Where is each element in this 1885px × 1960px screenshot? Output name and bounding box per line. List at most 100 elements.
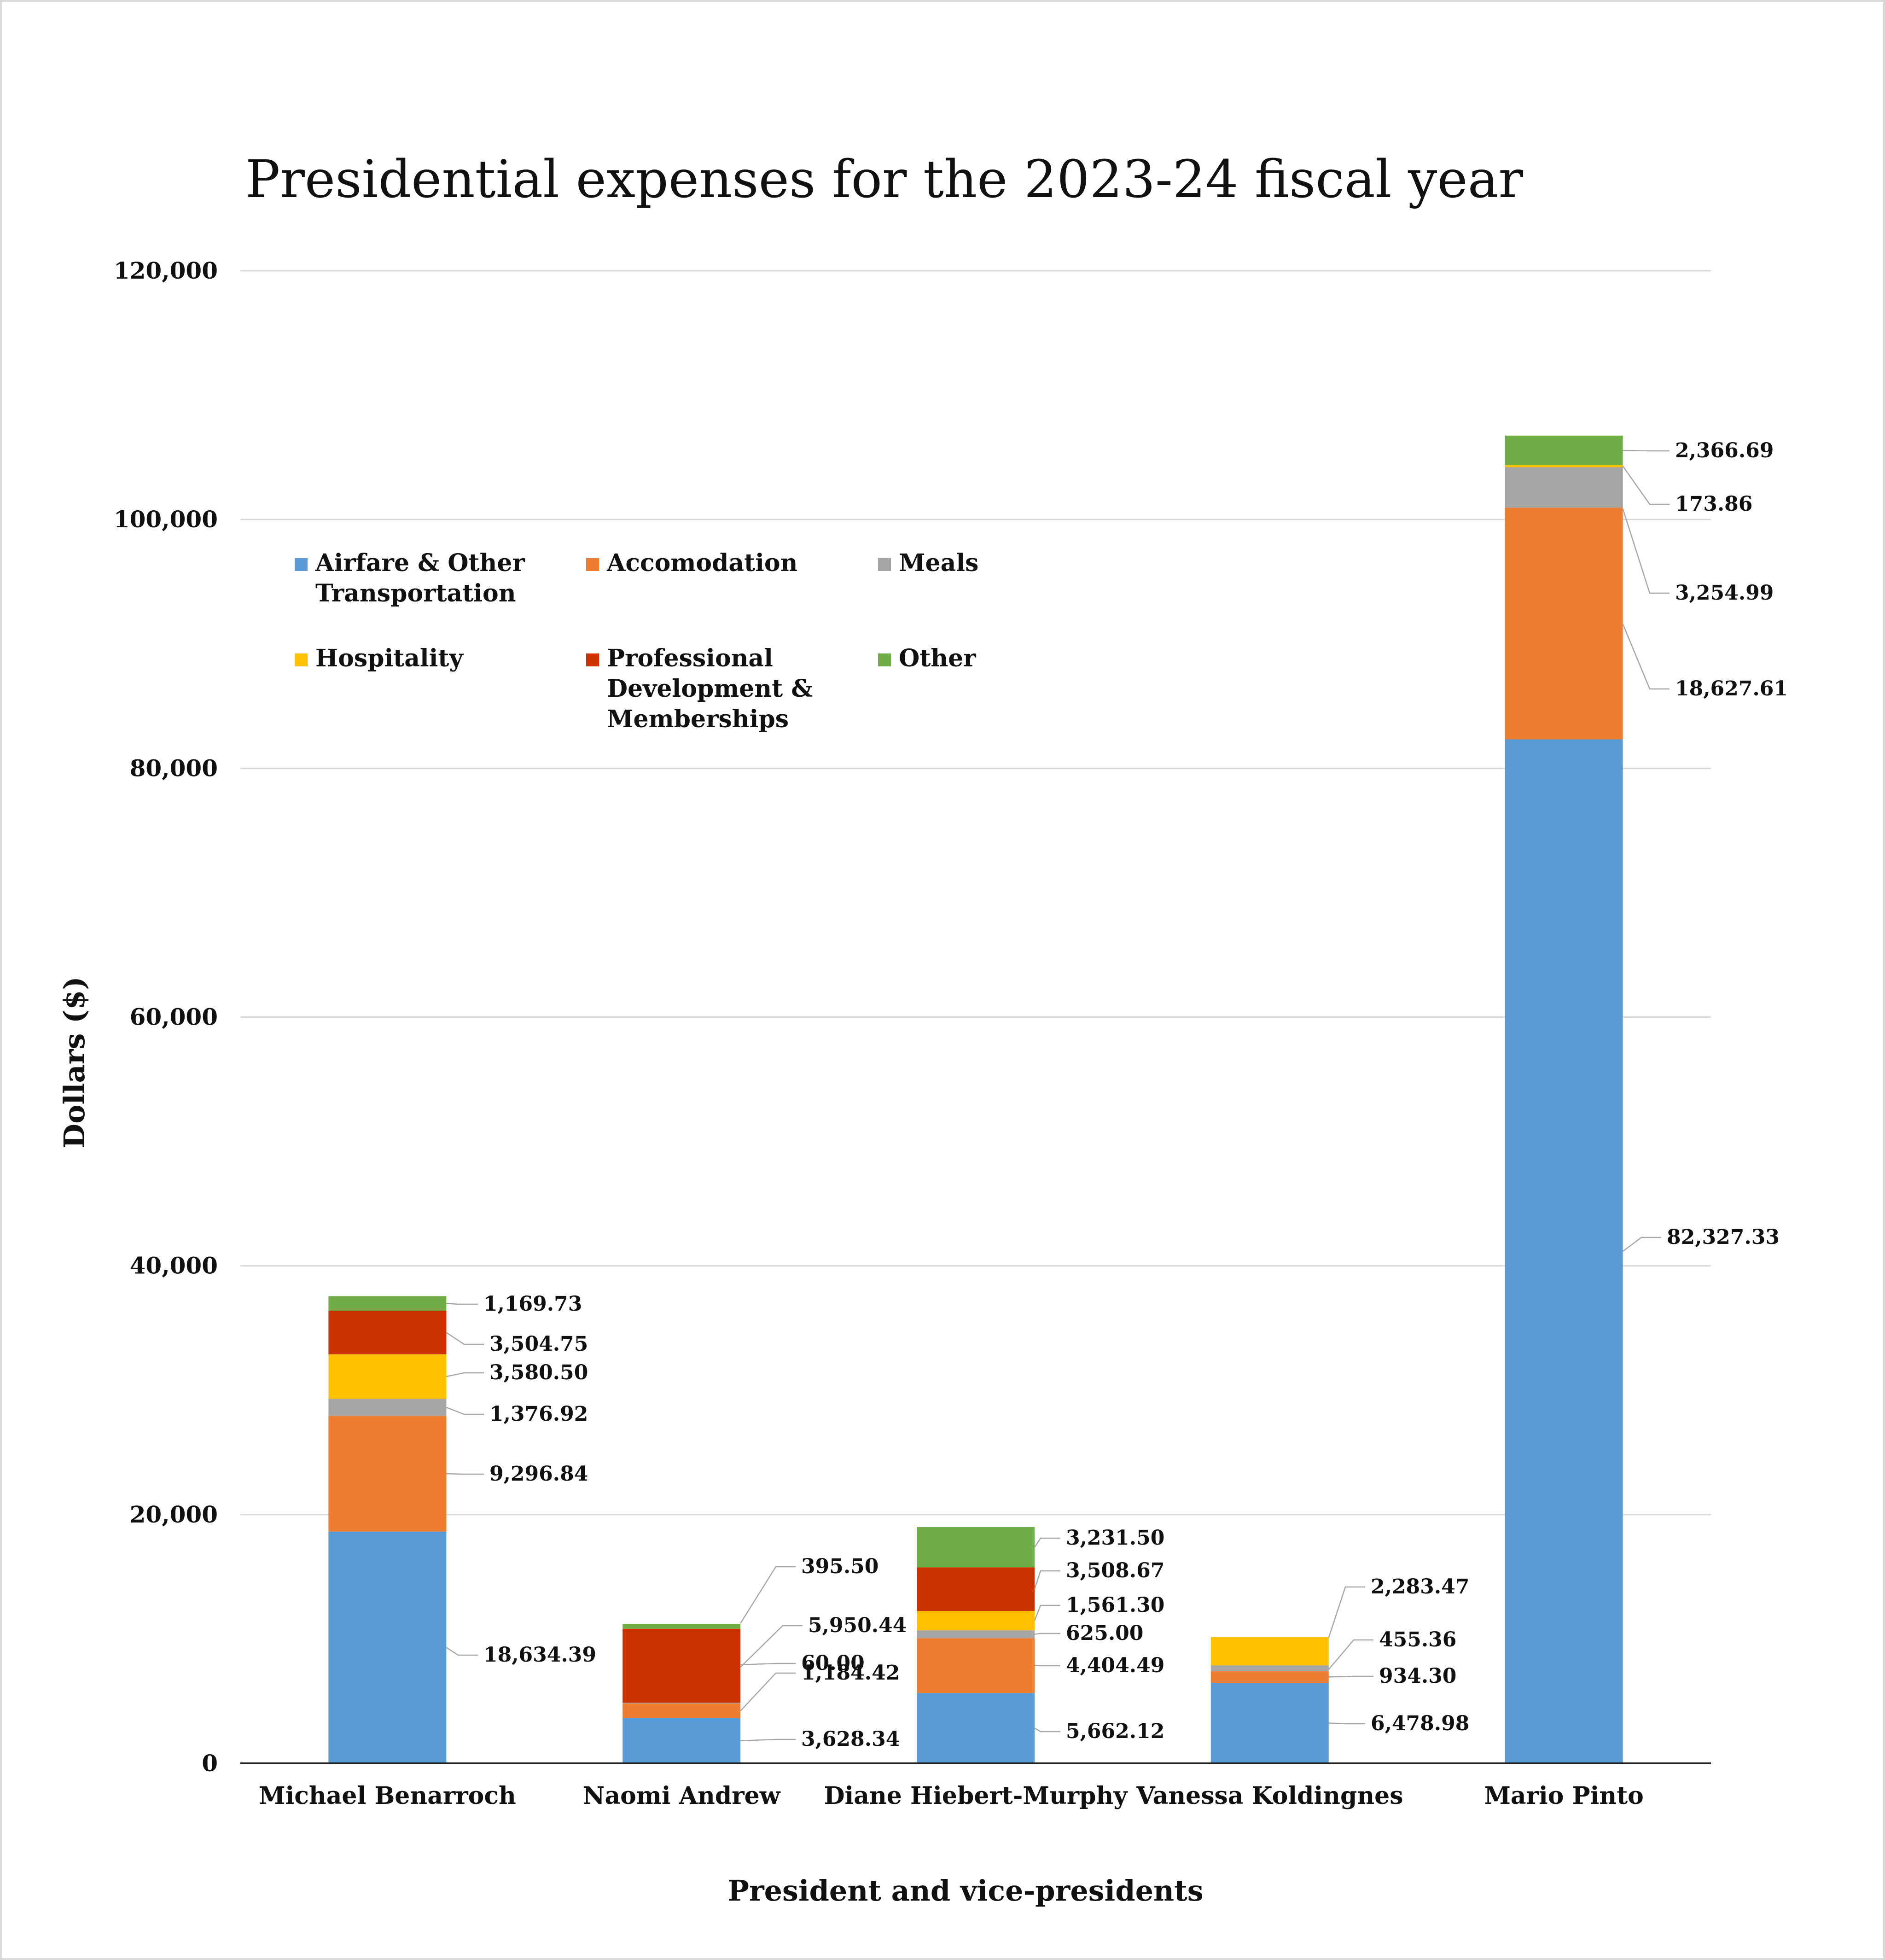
leader-line	[1623, 449, 1670, 452]
legend-label-accomodation: Accomodation	[606, 549, 797, 577]
bar-hospitality-diane-hiebert-murphy	[917, 1611, 1035, 1631]
bar-other-diane-hiebert-murphy	[917, 1527, 1035, 1568]
data-label: 3,504.75	[489, 1332, 588, 1356]
gridlines	[240, 270, 1711, 1516]
leader-line	[446, 1303, 478, 1305]
y-tick-label: 20,000	[130, 1501, 218, 1528]
leader-line	[1034, 1537, 1060, 1548]
legend-label-line: Other	[899, 644, 976, 672]
legend-label-line: Development &	[607, 675, 813, 703]
legend-swatch-professional-development-memberships	[586, 653, 599, 666]
y-axis-ticks: 0 20,000 40,000 60,000 80,000 100,000 120,000	[114, 257, 218, 1777]
leader-line	[1034, 1727, 1060, 1732]
bar-other-michael-benarroch	[328, 1296, 447, 1311]
bar-hospitality-mario-pinto	[1505, 465, 1623, 467]
y-tick-label: 100,000	[114, 506, 218, 533]
y-tick-label: 80,000	[130, 754, 218, 782]
legend-swatch-other	[878, 653, 891, 666]
x-category-label: Mario Pinto	[1484, 1782, 1644, 1810]
leader-line	[740, 1738, 796, 1742]
bar-hospitality-michael-benarroch	[328, 1354, 447, 1399]
bar-airfare-other-transportation-diane-hiebert-murphy	[917, 1693, 1035, 1763]
legend-label-line: Professional	[607, 644, 773, 672]
legend-label-meals: Meals	[899, 549, 978, 577]
bar-professional-development-memberships-michael-benarroch	[328, 1311, 447, 1354]
leader-line	[1622, 1237, 1661, 1252]
bar-accomodation-mario-pinto	[1505, 508, 1623, 740]
leader-line	[446, 1406, 484, 1415]
leader-line	[446, 1647, 478, 1656]
bar-accomodation-michael-benarroch	[328, 1416, 447, 1532]
legend-label-line: Memberships	[607, 705, 789, 733]
bar-meals-mario-pinto	[1505, 467, 1623, 508]
data-label: 395.50	[801, 1555, 879, 1578]
bar-airfare-other-transportation-vanessa-koldingnes	[1210, 1683, 1329, 1763]
leader-line	[1622, 624, 1670, 690]
legend-swatch-airfare-other-transportation	[295, 558, 308, 571]
leader-line	[740, 1672, 796, 1711]
legend-label-line: Meals	[899, 549, 978, 577]
bar-other-mario-pinto	[1505, 435, 1623, 465]
bar-accomodation-vanessa-koldingnes	[1210, 1671, 1329, 1683]
x-category-label: Michael Benarroch	[259, 1782, 516, 1810]
data-label: 1,561.30	[1066, 1593, 1164, 1617]
y-tick-label: 0	[202, 1750, 218, 1777]
data-label: 3,231.50	[1066, 1526, 1164, 1550]
data-label: 455.36	[1379, 1628, 1456, 1651]
data-label: 1,184.42	[801, 1661, 900, 1685]
label-leader-lines	[446, 449, 1670, 1742]
data-label: 60.00	[801, 1651, 865, 1675]
bar-meals-vanessa-koldingnes	[1210, 1665, 1329, 1671]
bar-other-naomi-andrew	[623, 1624, 741, 1629]
leader-line	[1034, 1604, 1060, 1621]
legend-label-line: Accomodation	[606, 549, 797, 577]
data-label: 3,580.50	[489, 1361, 588, 1384]
x-category-label: Naomi Andrew	[583, 1782, 781, 1810]
data-label: 3,508.67	[1066, 1559, 1164, 1582]
data-label: 934.30	[1379, 1664, 1456, 1688]
bar-meals-diane-hiebert-murphy	[917, 1630, 1035, 1639]
leader-line	[740, 1625, 803, 1668]
x-category-label: Vanessa Koldingnes	[1136, 1782, 1403, 1810]
legend-label-line: Hospitality	[315, 644, 464, 672]
legend-swatch-hospitality	[295, 653, 308, 666]
data-label: 5,662.12	[1066, 1720, 1164, 1743]
data-label: 5,950.44	[808, 1614, 907, 1637]
data-label: 3,254.99	[1675, 581, 1774, 605]
data-label: 3,628.34	[801, 1727, 900, 1751]
x-category-label: Diane Hiebert-Murphy	[824, 1782, 1128, 1810]
bar-professional-development-memberships-naomi-andrew	[623, 1628, 741, 1703]
y-axis-title: Dollars ($)	[58, 976, 91, 1148]
data-label: 82,327.33	[1667, 1225, 1780, 1249]
bars	[328, 435, 1623, 1763]
legend-swatch-accomodation	[586, 558, 599, 571]
leader-line	[1622, 466, 1670, 505]
legend-label-line: Transportation	[315, 579, 516, 607]
bar-professional-development-memberships-diane-hiebert-murphy	[917, 1567, 1035, 1611]
leader-line	[1328, 1639, 1373, 1670]
leader-line	[1328, 1586, 1365, 1638]
bar-accomodation-diane-hiebert-murphy	[917, 1638, 1035, 1693]
bar-airfare-other-transportation-naomi-andrew	[623, 1718, 741, 1763]
x-axis-categories: Michael Benarroch Naomi Andrew Diane Hiebe…	[259, 1782, 1644, 1810]
data-label: 1,169.73	[483, 1292, 582, 1316]
data-label: 2,283.47	[1371, 1575, 1469, 1598]
legend-label-airfare-other-transportation: Airfare & Other Transportation	[315, 549, 525, 607]
y-tick-label: 40,000	[130, 1252, 218, 1279]
bar-meals-michael-benarroch	[328, 1399, 447, 1416]
leader-line	[740, 1662, 796, 1666]
leader-line	[1034, 1633, 1060, 1635]
chart-title: Presidential expenses for the 2023-24 fi…	[245, 150, 1523, 210]
x-axis-title: President and vice-presidents	[727, 1874, 1203, 1908]
data-label: 625.00	[1066, 1622, 1143, 1645]
bar-accomodation-naomi-andrew	[623, 1703, 741, 1719]
leader-line	[1328, 1722, 1365, 1725]
y-tick-label: 120,000	[114, 257, 218, 284]
legend-label-line: Airfare & Other	[315, 549, 525, 577]
data-label: 4,404.49	[1066, 1654, 1164, 1677]
data-label: 2,366.69	[1675, 439, 1774, 462]
data-label: 18,634.39	[483, 1643, 596, 1667]
data-label: 173.86	[1675, 492, 1752, 516]
bar-airfare-other-transportation-michael-benarroch	[328, 1531, 447, 1763]
